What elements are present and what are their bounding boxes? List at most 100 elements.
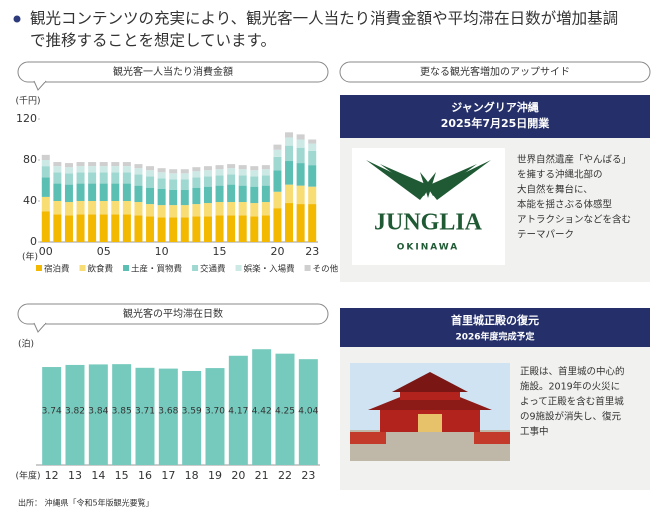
- bar-segment: [250, 216, 259, 242]
- bar-segment: [111, 201, 120, 215]
- bar-segment: [215, 202, 224, 216]
- bar-segment: [64, 167, 73, 174]
- bar-segment: [296, 147, 305, 164]
- bar-segment: [180, 189, 189, 206]
- bar-segment: [227, 164, 236, 169]
- bar-segment: [122, 201, 131, 215]
- panel-text: テーマパーク: [517, 230, 574, 241]
- value-label: 4.04: [298, 407, 318, 417]
- panel-title: ジャングリア沖縄: [451, 100, 538, 114]
- bar-segment: [203, 186, 212, 204]
- bar-segment: [238, 175, 247, 186]
- bar-segment: [134, 168, 143, 175]
- bar-segment: [285, 137, 294, 146]
- value-label: 3.82: [65, 407, 85, 417]
- bar-segment: [134, 164, 143, 169]
- panel-header: [340, 308, 650, 347]
- bar-segment: [261, 175, 270, 186]
- bar-segment: [261, 185, 270, 203]
- bar-segment: [122, 214, 131, 242]
- bar-segment: [99, 183, 108, 201]
- bar-segment: [41, 154, 50, 160]
- value-label: 3.71: [135, 407, 155, 417]
- bar-segment: [308, 186, 317, 205]
- bar-segment: [215, 169, 224, 176]
- bar-segment: [41, 211, 50, 242]
- bar-segment: [146, 216, 155, 242]
- bar-segment: [41, 166, 50, 178]
- panel-text: 施設。2019年の火災に: [520, 381, 620, 393]
- castle-image: [350, 363, 510, 461]
- x-unit: (年): [22, 251, 38, 263]
- bar-segment: [76, 172, 85, 184]
- bar-segment: [192, 187, 201, 205]
- x-tick-label: 19: [208, 469, 222, 482]
- value-label: 4.17: [228, 407, 248, 417]
- bar-segment: [238, 185, 247, 203]
- bar-segment: [215, 175, 224, 186]
- bar-segment: [238, 215, 247, 242]
- bar-segment: [227, 202, 236, 216]
- bar-segment: [157, 205, 166, 218]
- bar-segment: [238, 202, 247, 216]
- x-tick-label: 05: [97, 245, 111, 258]
- bar-segment: [296, 139, 305, 148]
- y-tick-label: 0: [30, 235, 37, 248]
- bar-segment: [41, 177, 50, 197]
- bar-segment: [180, 217, 189, 242]
- bar-segment: [227, 174, 236, 185]
- bar-segment: [261, 165, 270, 170]
- bar-segment: [146, 170, 155, 177]
- bar-segment: [157, 172, 166, 179]
- bar-segment: [88, 214, 97, 242]
- bar-segment: [296, 163, 305, 186]
- x-tick-label: 18: [185, 469, 199, 482]
- bar-segment: [203, 203, 212, 217]
- bar-segment: [111, 162, 120, 167]
- bar-segment: [146, 176, 155, 188]
- chart-title: 観光客の平均滞在日数: [123, 307, 223, 320]
- bar-segment: [296, 134, 305, 140]
- bar-segment: [227, 168, 236, 175]
- bar-segment: [273, 144, 282, 150]
- bar-segment: [273, 156, 282, 171]
- bar-segment: [53, 162, 62, 167]
- bar-segment: [261, 169, 270, 176]
- bar-segment: [146, 204, 155, 217]
- bar-segment: [146, 187, 155, 205]
- bar: [65, 364, 85, 465]
- bar-segment: [203, 176, 212, 187]
- x-tick-label: 10: [155, 245, 169, 258]
- legend-swatch: [235, 265, 242, 271]
- bar: [298, 359, 318, 465]
- bar-segment: [111, 214, 120, 242]
- bar-segment: [308, 204, 317, 242]
- legend-label: 交通費: [200, 264, 226, 275]
- legend-swatch: [36, 265, 42, 271]
- source: 出所： 沖縄県「令和5年版観光要覧」: [18, 498, 154, 508]
- bar-segment: [169, 169, 178, 174]
- bar-segment: [134, 215, 143, 242]
- bar-segment: [88, 201, 97, 215]
- legend-swatch: [304, 265, 311, 271]
- value-label: 3.59: [182, 407, 202, 417]
- value-label: 3.85: [112, 407, 132, 417]
- panel-heading: 更なる観光客増加のアップサイド: [420, 65, 570, 78]
- x-tick-label: 20: [231, 469, 245, 482]
- panel-pill: [339, 61, 651, 83]
- bar-segment: [180, 173, 189, 180]
- panel-title: 首里城正殿の復元: [451, 313, 539, 327]
- bar-segment: [250, 186, 259, 204]
- bar-segment: [64, 163, 73, 168]
- bar-segment: [122, 166, 131, 173]
- legend-swatch: [79, 265, 86, 271]
- bar-segment: [215, 165, 224, 170]
- bar-segment: [192, 171, 201, 178]
- legend-label: 土産・買物費: [131, 264, 183, 275]
- bar-segment: [169, 217, 178, 242]
- bar-segment: [203, 170, 212, 177]
- bar-segment: [76, 214, 85, 242]
- bar-segment: [99, 172, 108, 184]
- bar: [135, 367, 155, 465]
- bar-segment: [296, 185, 305, 205]
